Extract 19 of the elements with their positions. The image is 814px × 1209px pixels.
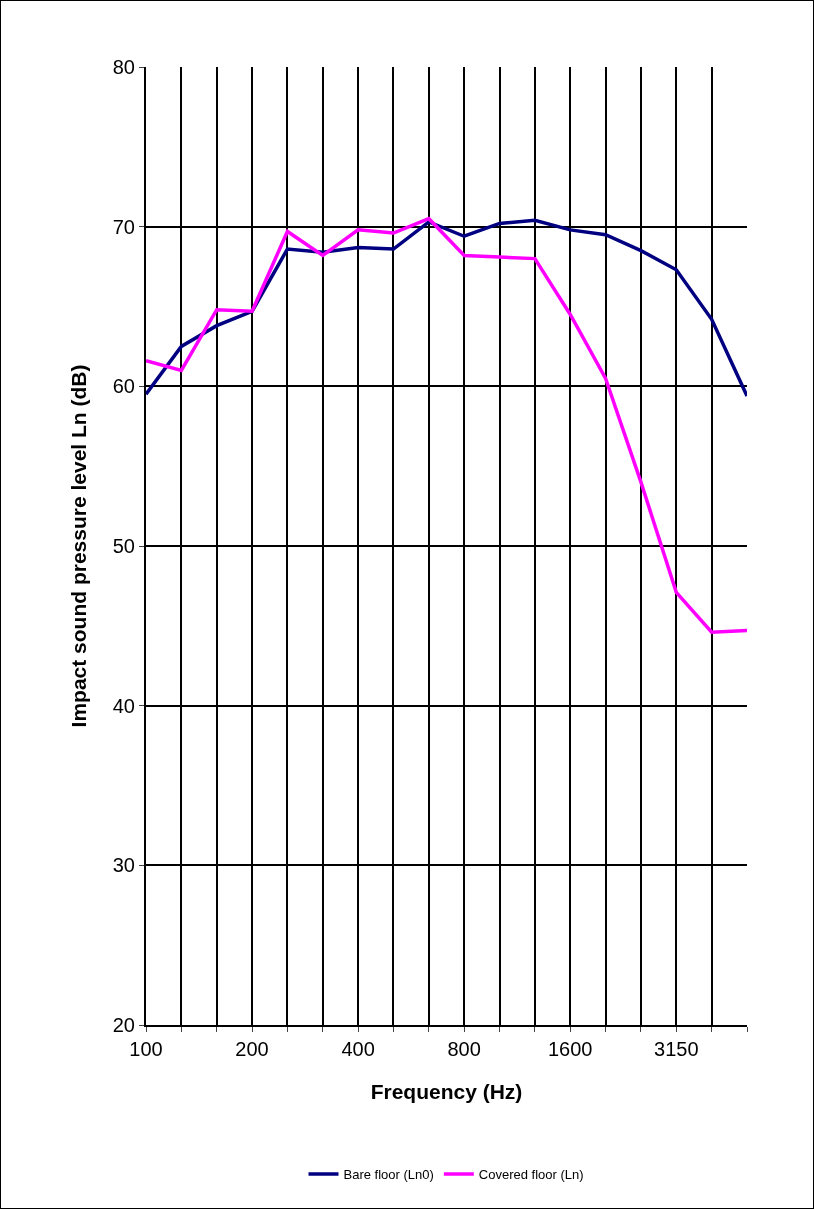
- y-tick-label: 20: [112, 1014, 135, 1036]
- x-tick-label: 1600: [547, 1038, 593, 1060]
- line-series: [146, 218, 747, 398]
- line-series: [146, 216, 747, 634]
- x-tick-label: 3150: [654, 1038, 699, 1060]
- y-tick-label: 30: [112, 854, 135, 877]
- y-tick-label: 80: [112, 56, 135, 78]
- legend-label: Covered floor (Ln): [478, 1167, 584, 1183]
- y-tick-label: 40: [112, 694, 135, 717]
- y-axis-title: Impact sound pressure level Ln (dB): [67, 364, 91, 728]
- x-axis-title: Frequency (Hz): [370, 1079, 523, 1103]
- x-tick-label: 800: [447, 1038, 481, 1060]
- x-tick-label: 400: [341, 1038, 375, 1060]
- y-tick-label: 60: [112, 375, 135, 398]
- x-tick-label: 100: [129, 1038, 163, 1060]
- y-tick-label: 50: [112, 535, 135, 557]
- legend-label: Bare floor (Ln0): [343, 1167, 434, 1183]
- y-tick-label: 70: [112, 215, 135, 238]
- x-tick-label: 200: [235, 1038, 269, 1060]
